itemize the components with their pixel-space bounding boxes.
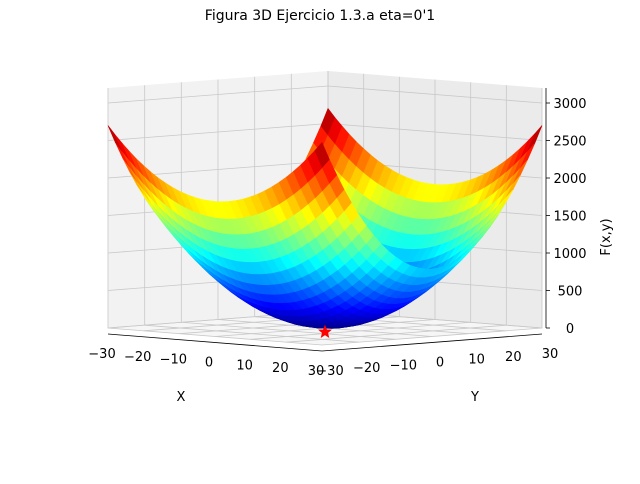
- y-tick-label: −30: [316, 364, 343, 379]
- y-tick-label: 10: [468, 353, 485, 368]
- z-tick-label: 1500: [553, 210, 586, 225]
- y-tick-label: 30: [542, 347, 559, 362]
- z-tick-label: 1000: [553, 247, 586, 262]
- x-tick-label: −30: [88, 347, 115, 362]
- y-axis-label: Y: [470, 390, 479, 405]
- z-tick-label: 2000: [553, 172, 586, 187]
- y-tick-label: 0: [436, 356, 444, 371]
- x-tick-label: 10: [236, 358, 253, 373]
- z-tick-label: 3000: [553, 97, 586, 112]
- z-tick-label: 2500: [553, 135, 586, 150]
- y-tick-label: −10: [390, 358, 417, 373]
- x-tick-label: 0: [205, 356, 213, 371]
- x-tick-label: 20: [272, 361, 289, 376]
- x-tick-label: −20: [124, 350, 151, 365]
- x-tick-label: −10: [160, 353, 187, 368]
- x-axis-label: X: [177, 390, 186, 405]
- chart-title: Figura 3D Ejercicio 1.3.a eta=0'1: [0, 8, 640, 24]
- y-tick-label: −20: [353, 361, 380, 376]
- z-tick-label: 500: [558, 285, 583, 300]
- z-tick-label: 0: [566, 322, 574, 337]
- y-tick-label: 20: [505, 350, 522, 365]
- z-axis-label: F(x,y): [599, 218, 614, 255]
